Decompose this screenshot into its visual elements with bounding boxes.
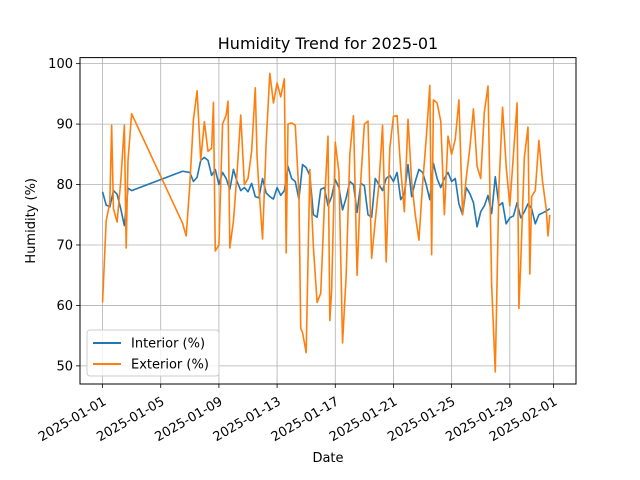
y-axis-label: Humidity (%) (24, 178, 39, 264)
x-axis-label: Date (312, 451, 343, 466)
plot-frame (79, 57, 577, 385)
y-tick-label: 70 (56, 238, 73, 253)
legend-label-exterior: Exterior (%) (131, 358, 209, 373)
chart-title: Humidity Trend for 2025-01 (218, 34, 438, 53)
y-tick-label: 100 (48, 57, 73, 72)
legend: Interior (%) Exterior (%) (86, 329, 220, 377)
series-line-exterior (101, 72, 551, 373)
grid-lines (80, 57, 576, 384)
y-tick-label: 50 (56, 359, 73, 374)
series-line-interior (101, 156, 551, 228)
series-group (101, 72, 551, 373)
y-tick-label: 90 (56, 118, 73, 133)
legend-label-interior: Interior (%) (131, 337, 205, 352)
y-tick-label: 80 (56, 178, 73, 193)
y-tick-label: 60 (56, 299, 73, 314)
